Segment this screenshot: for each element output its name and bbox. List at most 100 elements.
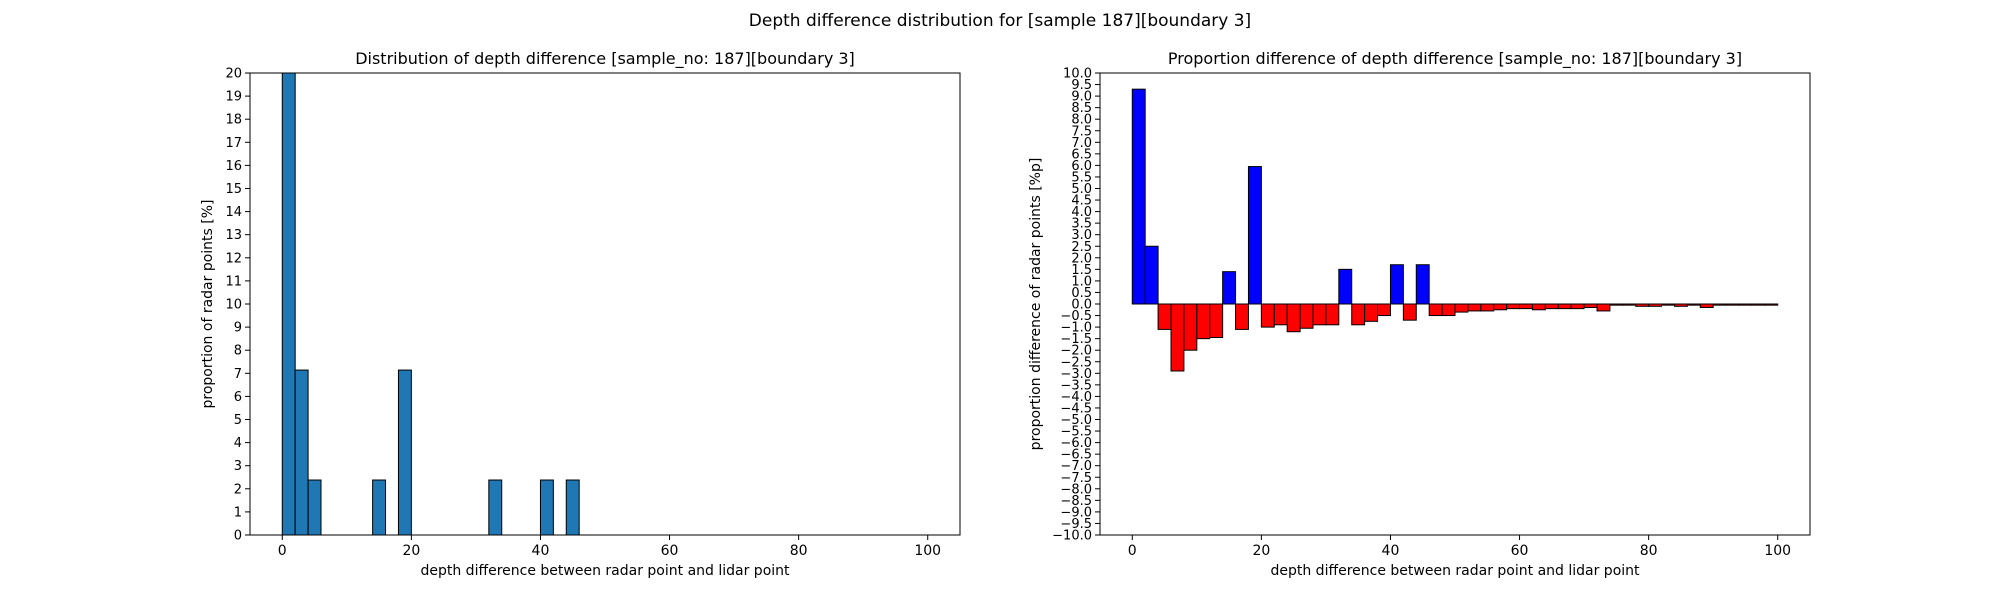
bar-42: [1673, 303, 1688, 307]
y-tick-label-14: 14: [225, 205, 242, 220]
y-tick-label-25: 2.5: [1071, 240, 1092, 255]
x-tick-label-3: 60: [661, 543, 679, 559]
y-tick-label-18: −1.0: [1060, 321, 1092, 336]
bar-18: [1364, 303, 1379, 322]
bar-24: [1441, 303, 1456, 317]
bar-34: [1570, 303, 1585, 310]
distribution-axes-frame: [249, 72, 961, 536]
y-tick-label-13: 13: [225, 228, 242, 243]
bar-31: [1531, 303, 1546, 311]
x-tick-label-0: 0: [1128, 543, 1137, 559]
bar-28: [1493, 303, 1508, 311]
bar-2: [1157, 303, 1172, 330]
proportion-difference-axes-frame: [1099, 72, 1811, 536]
bar-33: [1557, 303, 1572, 310]
x-tick-label-0: 0: [278, 543, 287, 559]
bar-45: [1712, 303, 1727, 306]
bar-27: [1480, 303, 1495, 312]
figure-suptitle: Depth difference distribution for [sampl…: [749, 11, 1251, 31]
bar-48: [1751, 303, 1766, 306]
bar-8: [1235, 303, 1249, 330]
bar-2: [307, 479, 322, 536]
bar-14: [1312, 303, 1327, 326]
y-tick-label-5: 5: [234, 413, 242, 428]
y-tick-label-21: 0.5: [1071, 286, 1092, 301]
bar-19: [1377, 303, 1391, 317]
distribution-bars: [281, 72, 580, 536]
y-tick-label-13: −3.5: [1060, 378, 1092, 393]
bar-20: [1389, 264, 1404, 305]
bar-13: [1299, 303, 1314, 329]
proportion-difference-ylabel: proportion difference of radar points [%…: [1028, 158, 1044, 451]
y-tick-label-1: 1: [234, 505, 242, 520]
x-tick-label-1: 20: [1252, 543, 1270, 559]
y-tick-label-11: −4.5: [1060, 401, 1092, 416]
proportion-difference-bars: [1131, 88, 1779, 372]
x-tick-label-4: 80: [790, 543, 808, 559]
bar-10: [1260, 303, 1275, 328]
distribution-ylabel: proportion of radar points [%]: [200, 199, 216, 408]
y-tick-label-23: 1.5: [1071, 263, 1092, 278]
y-tick-label-17: −1.5: [1060, 332, 1092, 347]
bar-1: [1144, 245, 1159, 305]
bar-3: [1170, 303, 1185, 372]
y-tick-label-26: 3.0: [1071, 228, 1092, 243]
y-tick-label-24: 2.0: [1071, 251, 1092, 266]
bar-25: [1454, 303, 1469, 313]
y-tick-label-3: −8.5: [1060, 494, 1092, 509]
distribution-xlabel: depth difference between radar point and…: [420, 563, 790, 579]
bar-37: [1609, 303, 1624, 306]
x-tick-label-2: 40: [532, 543, 550, 559]
proportion-difference-panel: Proportion difference of depth differenc…: [1028, 49, 1811, 579]
bar-23: [1428, 303, 1443, 317]
y-tick-label-4: 4: [234, 436, 242, 451]
y-tick-label-27: 3.5: [1071, 217, 1092, 232]
bar-32: [1544, 303, 1559, 310]
y-tick-label-11: 11: [225, 274, 242, 289]
y-tick-label-8: 8: [234, 344, 242, 359]
distribution-panel: Distribution of depth difference [sample…: [200, 49, 961, 579]
bar-44: [1699, 303, 1714, 308]
y-tick-label-38: 9.0: [1071, 90, 1092, 105]
proportion-difference-xlabel: depth difference between radar point and…: [1270, 563, 1640, 579]
y-tick-label-6: 6: [234, 390, 242, 405]
y-tick-label-4: −8.0: [1060, 482, 1092, 497]
y-tick-label-16: −2.0: [1060, 344, 1092, 359]
bar-43: [1686, 303, 1701, 306]
y-tick-label-15: −2.5: [1060, 355, 1092, 370]
y-tick-label-31: 5.5: [1071, 170, 1092, 185]
bar-5: [488, 479, 503, 536]
y-tick-label-34: 7.0: [1071, 136, 1092, 151]
y-tick-label-18: 18: [225, 113, 242, 128]
y-tick-label-12: −4.0: [1060, 390, 1092, 405]
y-tick-label-10: 10: [225, 298, 242, 313]
y-tick-label-36: 8.0: [1071, 113, 1092, 128]
bar-29: [1506, 303, 1521, 310]
y-tick-label-32: 6.0: [1071, 159, 1092, 174]
proportion-difference-x-axis: 0 20 40 60 80 100: [1128, 535, 1791, 559]
y-tick-label-20: 20: [225, 67, 242, 82]
bar-26: [1467, 303, 1482, 312]
x-tick-label-5: 100: [1764, 543, 1791, 559]
y-tick-label-0: −10.0: [1052, 529, 1092, 544]
proportion-difference-title: Proportion difference of depth differenc…: [1168, 49, 1742, 69]
bar-11: [1273, 303, 1288, 326]
x-tick-label-1: 20: [402, 543, 420, 559]
bar-22: [1415, 264, 1430, 305]
y-tick-label-3: 3: [234, 459, 242, 474]
y-tick-label-19: −0.5: [1060, 309, 1092, 324]
y-tick-label-10: −5.0: [1060, 413, 1092, 428]
bar-15: [1325, 303, 1340, 326]
bar-6: [539, 479, 554, 536]
y-tick-label-2: −9.0: [1060, 505, 1092, 520]
y-tick-label-37: 8.5: [1071, 101, 1092, 116]
x-tick-label-2: 40: [1382, 543, 1400, 559]
y-tick-label-6: −7.0: [1060, 459, 1092, 474]
bar-0: [281, 72, 296, 536]
bar-30: [1519, 303, 1533, 310]
bar-41: [1661, 303, 1675, 306]
y-tick-label-30: 5.0: [1071, 182, 1092, 197]
y-tick-label-17: 17: [225, 136, 242, 151]
bar-46: [1725, 303, 1740, 306]
